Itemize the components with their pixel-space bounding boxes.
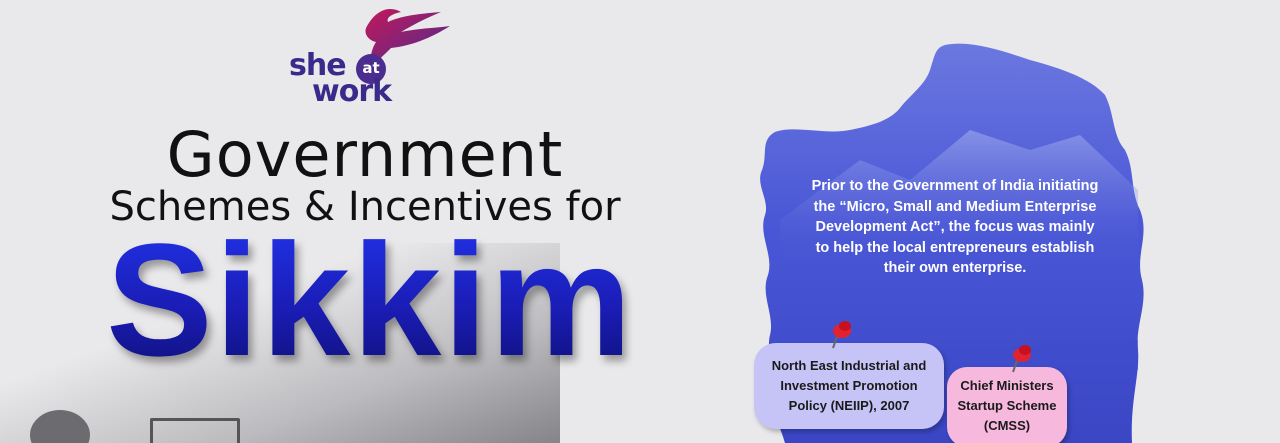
background-person [30,410,90,443]
scheme-label: Chief Ministers Startup Scheme (CMSS) [957,378,1057,433]
pushpin-icon [832,321,851,349]
background-monitor [150,418,240,443]
scheme-card-neiip[interactable]: North East Industrial and Investment Pro… [754,343,944,429]
title-schemes: Schemes & Incentives for [109,184,621,230]
pushpin-icon [1012,345,1031,373]
logo-she-text: she [289,48,347,83]
logo-at-badge: at [356,54,386,84]
title-sikkim: Sikkim [60,208,680,392]
title-government: Government [166,118,564,191]
she-at-work-logo[interactable]: she at work [286,8,456,109]
scheme-label: North East Industrial and Investment Pro… [771,358,927,413]
background-office-photo [0,243,560,443]
logo-work-text: work [312,74,392,109]
bird-icon [365,9,450,68]
map-description: Prior to the Government of India initiat… [811,178,1099,276]
scheme-card-cmss[interactable]: Chief Ministers Startup Scheme (CMSS) [947,367,1067,443]
